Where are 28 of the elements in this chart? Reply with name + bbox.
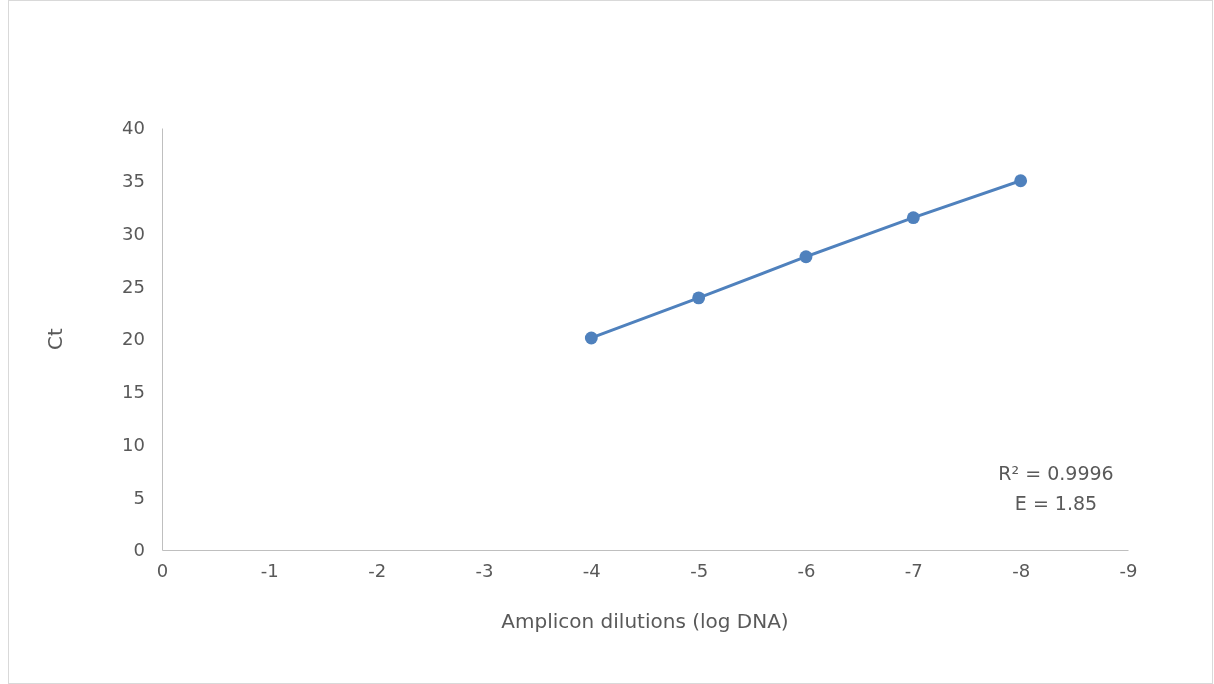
x-tick-label: -4 xyxy=(582,559,601,581)
x-tick-label: 0 xyxy=(156,559,169,581)
y-axis-title: Ct xyxy=(43,327,67,350)
point xyxy=(906,211,920,225)
point xyxy=(692,291,706,305)
x-tick-label: -6 xyxy=(797,559,816,581)
point xyxy=(799,250,813,264)
x-tick-label: -9 xyxy=(1119,559,1138,581)
x-tick-label: -3 xyxy=(475,559,494,581)
y-tick-label: 25 xyxy=(122,275,145,297)
x-axis-title: Amplicon dilutions (log DNA) xyxy=(501,609,789,633)
x-tick-label: -8 xyxy=(1012,559,1031,581)
x-tick-label: -5 xyxy=(690,559,709,581)
y-tick-label: 40 xyxy=(122,117,145,139)
x-tick-label: -7 xyxy=(904,559,923,581)
x-tick-label: -2 xyxy=(368,559,387,581)
y-tick-label: 15 xyxy=(122,381,145,403)
y-tick-label: 20 xyxy=(122,328,145,350)
y-tick-label: 35 xyxy=(122,170,145,192)
y-tick-label: 10 xyxy=(122,433,145,455)
y-tick-label: 30 xyxy=(122,222,145,244)
y-tick-label: 0 xyxy=(133,539,145,561)
x-tick-label: -1 xyxy=(260,559,279,581)
annotation: R² = 0.9996 xyxy=(998,462,1114,484)
annotation: E = 1.85 xyxy=(1014,492,1098,514)
point xyxy=(584,331,598,345)
point xyxy=(1014,174,1028,188)
y-tick-label: 5 xyxy=(133,486,145,508)
